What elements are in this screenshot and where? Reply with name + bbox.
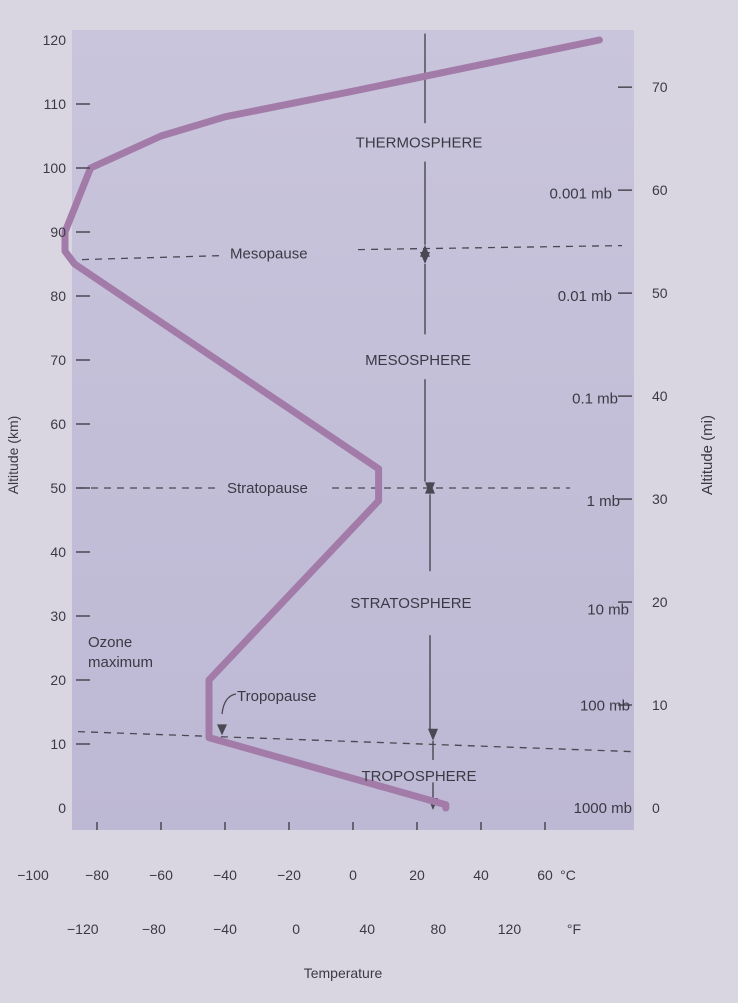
y2-axis-ticks: 0 10 20 30 40 50 60 70 [618, 79, 668, 816]
y2-tick-label-50: 50 [652, 285, 668, 301]
y2-tick-label-30: 30 [652, 491, 668, 507]
tropopause-pointer [221, 693, 237, 715]
y-tick-label-110: 110 [44, 96, 67, 112]
plot-area [72, 30, 634, 830]
pressure-label-100-mb: 100 mb [580, 698, 630, 715]
layer-label-stratosphere: STRATOSPHERE [350, 595, 471, 612]
pressure-label-1000-mb: 1000 mb [574, 800, 632, 817]
x-tick-label-c-0: 0 [349, 867, 357, 883]
x-tick-label-c-20: 20 [409, 867, 425, 883]
y-tick-label-0: 0 [58, 800, 66, 816]
y-tick-label-20: 20 [50, 672, 66, 688]
pressure-label-0-001-mb: 0.001 mb [549, 186, 612, 203]
layer-label-mesosphere: MESOSPHERE [365, 352, 471, 369]
x-tick-label-f-80: 80 [431, 921, 447, 937]
tropopause-line [77, 730, 633, 753]
y-axis-ticks: 0 10 20 30 40 50 60 70 80 90 100 110 120 [43, 32, 90, 816]
stratopause-label: Stratopause [227, 480, 308, 497]
x-tick-label-c--100: −100 [17, 867, 49, 883]
y-tick-label-40: 40 [50, 544, 66, 560]
tropopause-pointer-head [217, 724, 227, 736]
y2-tick-label-40: 40 [652, 388, 668, 404]
tropopause-label: Tropopause [237, 688, 317, 705]
y-tick-label-80: 80 [50, 288, 66, 304]
unit-celsius: °C [560, 867, 576, 883]
arrowhead-stratopause-up [425, 481, 435, 494]
arrowhead-tropopause [428, 728, 438, 741]
x-tick-label-c--40: −40 [213, 867, 237, 883]
layer-label-troposphere: TROPOSPHERE [361, 768, 476, 785]
y2-tick-label-10: 10 [652, 697, 668, 713]
x-tick-label-f--80: −80 [142, 921, 166, 937]
x-axis-title: Temperature [304, 965, 383, 981]
y2-tick-label-60: 60 [652, 182, 668, 198]
unit-fahrenheit: °F [567, 921, 581, 937]
y-tick-label-50: 50 [50, 480, 66, 496]
y-tick-label-10: 10 [50, 736, 66, 752]
x-tick-label-c--80: −80 [85, 867, 109, 883]
y-tick-label-120: 120 [43, 32, 67, 48]
x-tick-label-f-40: 40 [359, 921, 375, 937]
x-tick-label-f--120: −120 [67, 921, 99, 937]
y-tick-label-90: 90 [50, 224, 66, 240]
x-tick-label-c--60: −60 [149, 867, 173, 883]
y2-tick-label-20: 20 [652, 594, 668, 610]
y-axis-title: Altitude (km) [5, 416, 21, 495]
chart-labels: TROPOSPHERE STRATOSPHERE MESOSPHERE THERMOS… [88, 134, 632, 817]
mesopause-line-right [357, 244, 623, 251]
ozone-label-line1: Ozone [88, 634, 132, 651]
x-tick-label-c--20: −20 [277, 867, 301, 883]
x-axis-ticks: −100 −80 −60 −40 −20 0 20 40 60 −120 −80 −40 0 40 80 12… [17, 822, 553, 937]
pressure-label-0-01-mb: 0.01 mb [558, 288, 612, 305]
boundary-lines [77, 244, 633, 753]
y-tick-label-30: 30 [50, 608, 66, 624]
arrowhead-mesopause-up [420, 244, 430, 257]
mesopause-label: Mesopause [230, 246, 308, 263]
x-tick-label-f--40: −40 [213, 921, 237, 937]
y-tick-label-100: 100 [43, 160, 67, 176]
y2-axis-title: Altitude (mi) [699, 415, 716, 495]
y-tick-label-60: 60 [50, 416, 66, 432]
pressure-label-10-mb: 10 mb [587, 602, 629, 619]
x-tick-label-f-120: 120 [498, 921, 522, 937]
y2-tick-label-0: 0 [652, 800, 660, 816]
mesopause-line-left [81, 254, 223, 261]
temperature-curve-group [61, 36, 603, 812]
x-tick-label-c-40: 40 [473, 867, 489, 883]
layer-label-thermosphere: THERMOSPHERE [356, 134, 483, 151]
x-tick-label-f-0: 0 [292, 921, 300, 937]
pressure-label-1-mb: 1 mb [587, 493, 620, 510]
temperature-curve [61, 36, 603, 812]
ozone-label-line2: maximum [88, 654, 153, 671]
x-tick-label-c-60: 60 [537, 867, 553, 883]
y2-tick-label-70: 70 [652, 79, 668, 95]
y-tick-label-70: 70 [50, 352, 66, 368]
pressure-label-0-1-mb: 0.1 mb [572, 390, 618, 407]
